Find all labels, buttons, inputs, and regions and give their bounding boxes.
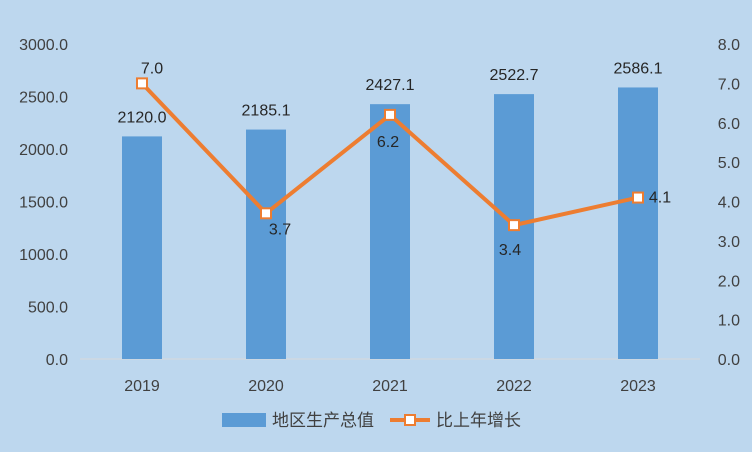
x-axis-tick-label: 2019 [124, 378, 160, 395]
right-axis-tick-label: 8.0 [718, 37, 740, 54]
x-axis: 2019 2020 2021 2022 2023 [124, 378, 656, 395]
left-axis-tick-label: 2000.0 [19, 142, 68, 159]
bar [618, 87, 658, 359]
line-data-label: 7.0 [141, 60, 163, 77]
line-data-label: 4.1 [649, 190, 671, 207]
bar-data-label: 2120.0 [118, 109, 167, 126]
line-data-label: 3.7 [269, 221, 291, 238]
line-marker [136, 77, 148, 90]
x-axis-tick-label: 2020 [248, 378, 284, 395]
right-axis: 0.0 1.0 2.0 3.0 4.0 5.0 6.0 7.0 8.0 [718, 37, 740, 369]
x-axis-tick-label: 2021 [372, 378, 408, 395]
bar-data-label: 2427.1 [366, 77, 415, 94]
right-axis-tick-label: 7.0 [718, 76, 740, 93]
right-axis-tick-label: 2.0 [718, 273, 740, 290]
x-axis-tick-label: 2022 [496, 378, 532, 395]
legend-swatch-bar [222, 413, 266, 427]
left-axis-tick-label: 3000.0 [19, 37, 68, 54]
left-axis-tick-label: 2500.0 [19, 90, 68, 107]
line-marker [508, 219, 520, 232]
bar-data-label: 2185.1 [242, 103, 291, 120]
left-axis-tick-label: 500.0 [28, 300, 68, 317]
right-axis-tick-label: 6.0 [718, 116, 740, 133]
right-axis-tick-label: 0.0 [718, 352, 740, 369]
left-axis-tick-label: 1500.0 [19, 195, 68, 212]
bar [122, 136, 162, 359]
line-data-label: 6.2 [377, 134, 399, 151]
line-marker [632, 191, 644, 204]
x-axis-tick-label: 2023 [620, 378, 656, 395]
legend-swatch-marker [404, 414, 416, 426]
bar [246, 129, 286, 359]
line-marker [260, 207, 272, 220]
right-axis-tick-label: 5.0 [718, 155, 740, 172]
legend-label-line: 比上年增长 [436, 411, 521, 430]
left-axis-tick-label: 0.0 [46, 352, 68, 369]
line-series: 7.0 3.7 6.2 3.4 4.1 [136, 60, 671, 259]
line-data-label: 3.4 [499, 242, 521, 259]
line-marker [384, 108, 396, 121]
right-axis-tick-label: 4.0 [718, 195, 740, 212]
legend: 地区生产总值 比上年增长 [222, 411, 521, 430]
bar-data-label: 2586.1 [614, 60, 663, 77]
right-axis-tick-label: 3.0 [718, 234, 740, 251]
left-axis: 0.0 500.0 1000.0 1500.0 2000.0 2500.0 3000.0 [19, 37, 68, 369]
legend-label-bar: 地区生产总值 [272, 411, 374, 430]
right-axis-tick-label: 1.0 [718, 313, 740, 330]
bar [370, 104, 410, 359]
left-axis-tick-label: 1000.0 [19, 247, 68, 264]
bar-data-label: 2522.7 [490, 67, 539, 84]
